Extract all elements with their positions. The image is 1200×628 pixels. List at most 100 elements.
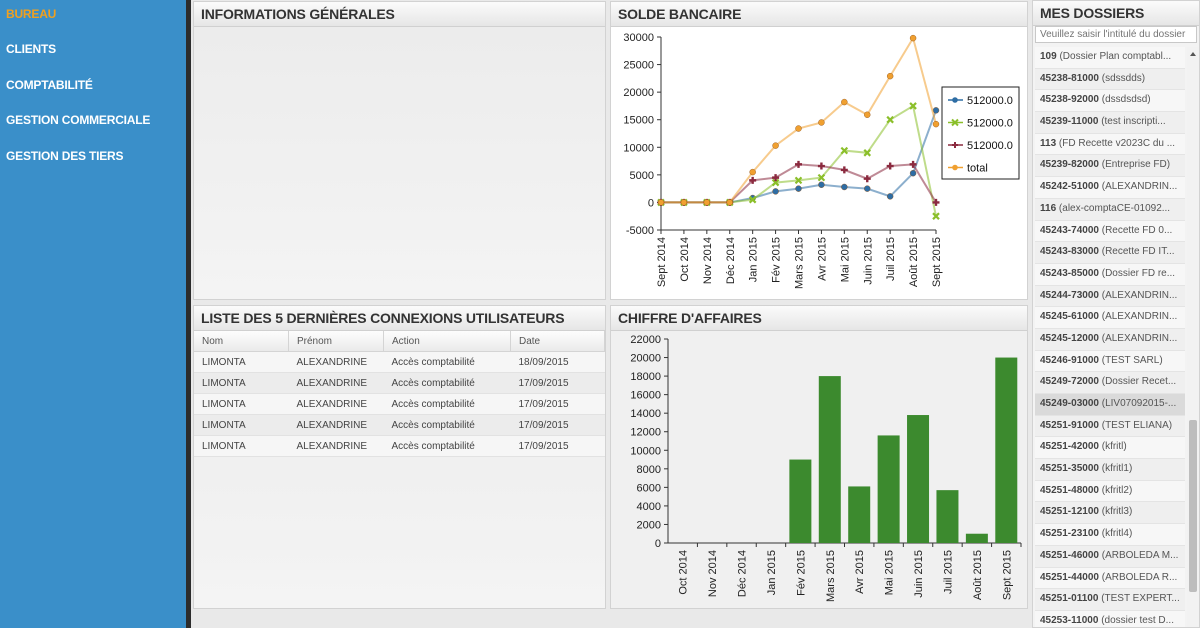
table-cell: LIMONTA: [194, 393, 289, 415]
data-point: [886, 115, 894, 124]
dossier-item[interactable]: 45243-83000 (Recette FD IT...: [1035, 242, 1185, 264]
col-action[interactable]: Action: [383, 331, 511, 352]
data-point: [795, 185, 802, 192]
table-row[interactable]: LIMONTA ALEXANDRINE Accès comptabilité 17/0…: [194, 372, 605, 394]
dossier-item[interactable]: 45251-44000 (ARBOLEDA R...: [1035, 567, 1185, 590]
dossier-search-input[interactable]: [1035, 26, 1197, 43]
dossier-name: (ARBOLEDA R...: [1101, 571, 1178, 583]
chart-legend: 512000.0 512000.0 512000.0 total: [941, 86, 1020, 180]
data-point: [841, 183, 848, 191]
dossier-item[interactable]: 45239-82000 (Entreprise FD): [1035, 155, 1185, 178]
dossier-item[interactable]: 45245-12000 (ALEXANDRIN...: [1035, 328, 1185, 351]
solde-panel: SOLDE BANCAIRE -5000 0 5000 10000 15000 20000…: [610, 1, 1028, 300]
solde-panel-title: SOLDE BANCAIRE: [611, 2, 1027, 27]
col-nom[interactable]: Nom: [194, 331, 289, 352]
dossier-item[interactable]: 45244-73000 (ALEXANDRIN...: [1035, 285, 1185, 308]
dossier-code: 45251-42000: [1040, 441, 1099, 453]
table-cell: LIMONTA: [194, 351, 289, 373]
bar: [789, 459, 812, 543]
dossier-item[interactable]: 45253-11000 (dossier test D...: [1035, 610, 1185, 627]
dossier-item[interactable]: 45251-42000 (kfritl): [1035, 437, 1185, 460]
dossier-item[interactable]: 45249-72000 (Dossier Recet...: [1035, 372, 1185, 394]
dossier-scrollbar[interactable]: [1187, 47, 1199, 627]
table-row[interactable]: LIMONTA ALEXANDRINE Accès comptabilité 17/0…: [194, 414, 605, 436]
dossier-item[interactable]: 109 (Dossier Plan comptabl...: [1035, 47, 1185, 69]
data-point: [795, 125, 802, 132]
x-tick-label: Juin 2015: [913, 550, 925, 598]
y-tick-label: -5000: [626, 225, 654, 237]
dossier-name: (FD Recette v2023C du ...: [1058, 137, 1176, 149]
dossier-name: (Recette FD IT...: [1101, 246, 1175, 258]
dossier-item[interactable]: 45249-03000 (LIV07092015-...: [1035, 394, 1185, 416]
nav-comptabilite[interactable]: COMPTABILITÉ: [6, 78, 93, 92]
data-point: [703, 199, 711, 206]
scroll-up-arrow-icon[interactable]: [1190, 52, 1196, 56]
dossier-item[interactable]: 45251-46000 (ARBOLEDA M...: [1035, 545, 1185, 568]
dossier-name: (Dossier Recet...: [1101, 376, 1177, 388]
dossier-item[interactable]: 45251-35000 (kfritl1): [1035, 459, 1185, 481]
data-point: [886, 72, 894, 80]
dossier-item[interactable]: 45251-01100 (TEST EXPERT...: [1035, 589, 1185, 611]
dossier-item[interactable]: 45238-92000 (dssdsdsd): [1035, 90, 1185, 113]
dossier-item[interactable]: 45251-48000 (kfritl2): [1035, 480, 1185, 503]
x-tick-label: Mars 2015: [794, 237, 806, 289]
data-point: [840, 146, 849, 155]
dossier-item[interactable]: 45243-74000 (Recette FD 0...: [1035, 220, 1185, 243]
bar: [965, 533, 988, 543]
table-row[interactable]: LIMONTA ALEXANDRINE Accès comptabilité 18/0…: [194, 351, 605, 373]
scrollbar-thumb[interactable]: [1189, 420, 1197, 592]
data-point: [909, 102, 917, 110]
dossier-name: (dssdsdsd): [1101, 94, 1151, 106]
dossier-item[interactable]: 45243-85000 (Dossier FD re...: [1035, 263, 1185, 286]
dossier-name: (ARBOLEDA M...: [1101, 549, 1179, 561]
col-prenom[interactable]: Prénom: [288, 331, 384, 352]
bar: [995, 357, 1018, 543]
ca-panel-title: CHIFFRE D'AFFAIRES: [611, 306, 1027, 331]
dossier-item[interactable]: 45246-91000 (TEST SARL): [1035, 350, 1185, 373]
dossier-item[interactable]: 45242-51000 (ALEXANDRIN...: [1035, 177, 1185, 199]
data-point: [817, 162, 825, 170]
dossier-code: 116: [1040, 202, 1057, 214]
y-tick-label: 10000: [623, 142, 654, 154]
dossier-item[interactable]: 113 (FD Recette v2023C du ...: [1035, 133, 1185, 156]
table-cell: 17/09/2015: [510, 414, 605, 436]
data-point: [748, 195, 757, 204]
dossier-item[interactable]: 45251-12100 (kfritl3): [1035, 502, 1185, 525]
x-tick-label: Mars 2015: [825, 550, 837, 602]
col-date[interactable]: Date: [510, 331, 605, 352]
dossier-code: 45246-91000: [1040, 354, 1099, 366]
dossier-item[interactable]: 116 (alex-comptaCE-01092...: [1035, 198, 1185, 221]
data-point: [886, 193, 894, 200]
y-tick-label: 2000: [637, 519, 661, 531]
dossier-item[interactable]: 45239-11000 (test inscripti...: [1035, 112, 1185, 134]
dossier-code: 45249-72000: [1040, 376, 1099, 388]
nav-gestion-tiers[interactable]: GESTION DES TIERS: [6, 149, 124, 163]
table-row[interactable]: LIMONTA ALEXANDRINE Accès comptabilité 17/0…: [194, 435, 605, 457]
nav-clients[interactable]: CLIENTS: [6, 42, 56, 56]
sidebar: BUREAU CLIENTS COMPTABILITÉ GESTION COMM…: [0, 0, 186, 628]
y-tick-label: 12000: [630, 427, 661, 439]
dossier-item[interactable]: 45251-23100 (kfritl4): [1035, 524, 1185, 546]
y-tick-label: 14000: [630, 408, 661, 420]
table-cell: ALEXANDRINE: [288, 393, 384, 415]
dossier-code: 45239-11000: [1040, 116, 1099, 128]
sidebar-divider: [186, 0, 191, 628]
y-tick-label: 15000: [623, 115, 654, 127]
dossier-name: (test inscripti...: [1101, 116, 1166, 128]
dossier-name: (LIV07092015-...: [1101, 398, 1177, 409]
table-row[interactable]: LIMONTA ALEXANDRINE Accès comptabilité 17/0…: [194, 393, 605, 415]
x-tick-label: Sept 2015: [1001, 550, 1013, 600]
dossier-item[interactable]: 45245-61000 (ALEXANDRIN...: [1035, 307, 1185, 329]
dossier-item[interactable]: 45251-91000 (TEST ELIANA): [1035, 415, 1185, 438]
dossier-code: 45242-51000: [1040, 181, 1099, 193]
dossier-name: (Dossier FD re...: [1101, 267, 1176, 279]
nav-bureau[interactable]: BUREAU: [6, 7, 57, 21]
nav-gestion-commerciale[interactable]: GESTION COMMERCIALE: [6, 113, 151, 127]
bar: [818, 376, 841, 543]
data-point: [863, 149, 872, 157]
dossier-item[interactable]: 45238-81000 (sdssdds): [1035, 68, 1185, 91]
dossier-name: (ALEXANDRIN...: [1101, 181, 1178, 193]
dossier-code: 45244-73000: [1040, 289, 1099, 301]
data-point: [726, 199, 733, 206]
connexions-panel-body: Nom Prénom Action Date LIMONTA ALEXANDRIN…: [194, 331, 605, 608]
